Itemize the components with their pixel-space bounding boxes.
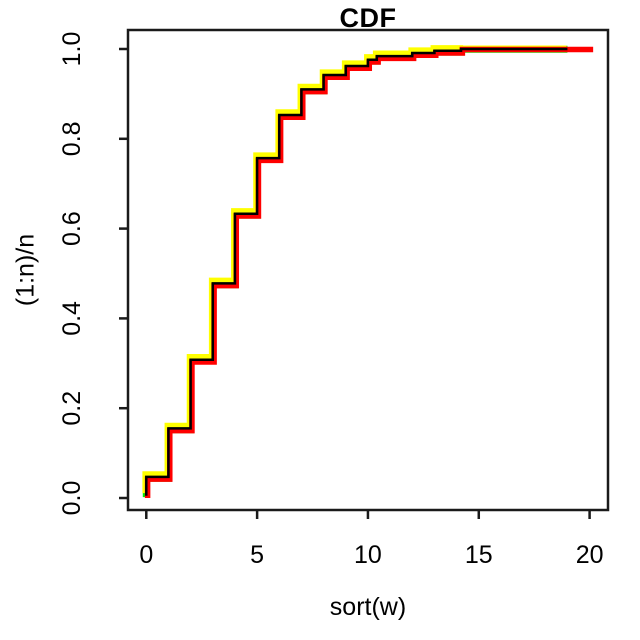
y-tick-label: 0.0	[58, 481, 86, 516]
y-tick-label: 0.6	[58, 211, 86, 246]
x-tick-label: 5	[250, 541, 264, 569]
x-tick-label: 0	[139, 541, 153, 569]
y-axis-label: (1:n)/n	[11, 233, 40, 307]
x-tick-label: 10	[354, 541, 382, 569]
series-black	[145, 47, 568, 496]
y-tick-label: 0.4	[58, 301, 86, 336]
series-yellow	[142, 45, 567, 494]
series-green	[142, 45, 568, 498]
x-axis-label: sort(w)	[329, 593, 407, 621]
y-tick-label: 0.8	[58, 121, 86, 156]
chart-title: CDF	[339, 3, 397, 33]
y-tick-label: 0.2	[58, 391, 86, 426]
x-tick-label: 20	[576, 541, 604, 569]
y-tick-label: 1.0	[58, 32, 86, 67]
x-tick-label: 15	[465, 541, 493, 569]
plot-box	[126, 28, 610, 512]
series-red	[144, 46, 594, 499]
